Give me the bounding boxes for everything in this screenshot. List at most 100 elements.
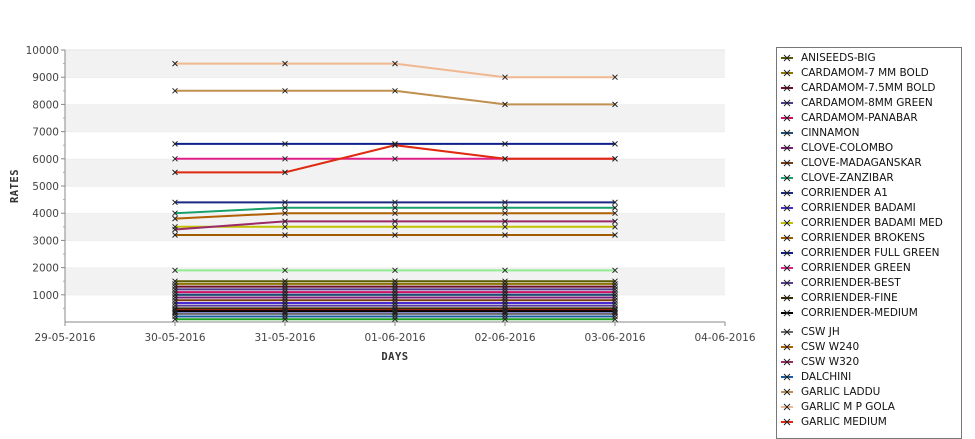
y-tick-label: 7000 xyxy=(32,127,59,139)
x-tick-label: 01-06-2016 xyxy=(364,332,425,344)
legend-item: CORRIENDER BADAMI xyxy=(777,201,961,216)
data-point xyxy=(502,199,508,206)
data-point xyxy=(502,232,508,238)
legend-item: CLOVE-COLOMBO xyxy=(777,141,961,156)
legend-item: CORRIENDER A1 xyxy=(777,186,961,201)
series-points xyxy=(172,60,618,323)
y-tick-label: 10000 xyxy=(26,45,59,57)
data-point xyxy=(502,313,508,320)
line-chart: 1000 2000 3000 4000 5000 6000 7000 8000 9000 1000… xyxy=(9,45,756,363)
legend-marker-icon xyxy=(781,54,793,62)
legend-marker-icon xyxy=(781,84,793,92)
x-axis: 29-05-2016 30-05-2016 31-05-2016 01-06-2016… xyxy=(34,321,756,344)
legend-item: ANISEEDS-BIG xyxy=(777,51,961,66)
data-point xyxy=(612,199,618,206)
data-point xyxy=(612,313,618,320)
grid-band xyxy=(65,186,725,214)
legend-label: CORRIENDER-FINE xyxy=(801,292,898,304)
legend-marker-icon xyxy=(781,418,793,426)
data-point xyxy=(172,199,178,206)
legend-label: CSW W240 xyxy=(801,341,860,353)
data-point xyxy=(282,140,288,147)
legend-item: CORRIENDER-BEST xyxy=(777,276,961,291)
data-point xyxy=(282,60,288,67)
data-point xyxy=(502,101,508,108)
y-tick-label: 4000 xyxy=(32,208,59,220)
data-point xyxy=(612,232,618,238)
legend-label: DALCHINI xyxy=(801,371,852,383)
data-point xyxy=(502,223,508,230)
data-point xyxy=(282,204,288,211)
data-point xyxy=(392,87,398,94)
data-point xyxy=(612,74,618,81)
data-point xyxy=(612,309,618,316)
data-point xyxy=(612,218,618,225)
data-point xyxy=(392,267,398,274)
data-point xyxy=(282,267,288,274)
legend-marker-icon xyxy=(781,403,793,411)
legend-label: CLOVE-ZANZIBAR xyxy=(801,172,894,184)
data-point xyxy=(502,267,508,274)
data-point xyxy=(282,210,288,217)
y-axis-title: RATES xyxy=(9,169,21,203)
legend-item: CARDAMOM-7 MM BOLD xyxy=(777,66,961,81)
x-tick-label: 31-05-2016 xyxy=(254,332,315,344)
legend-label: GARLIC M P GOLA xyxy=(801,401,895,413)
legend-marker-icon xyxy=(781,309,793,317)
legend-item: GARLIC MEDIUM xyxy=(777,415,961,430)
data-point xyxy=(502,210,508,217)
legend-item: CORRIENDER BROKENS xyxy=(777,231,961,246)
grid-band xyxy=(65,240,725,268)
data-point xyxy=(172,87,178,94)
legend-marker-icon xyxy=(781,234,793,242)
legend-label: CORRIENDER FULL GREEN xyxy=(801,247,940,259)
data-point xyxy=(392,210,398,217)
legend-marker-icon xyxy=(781,219,793,227)
data-point xyxy=(502,140,508,147)
legend-label: CSW JH xyxy=(801,326,840,338)
legend-label: CARDAMOM-7 MM BOLD xyxy=(801,67,929,79)
legend-item: CORRIENDER-FINE xyxy=(777,291,961,306)
legend-label: CSW W320 xyxy=(801,356,860,368)
x-tick-label: 03-06-2016 xyxy=(584,332,645,344)
legend-label: CARDAMOM-7.5MM BOLD xyxy=(801,82,936,94)
data-point xyxy=(172,169,178,176)
data-point xyxy=(612,267,618,274)
legend-marker-icon xyxy=(781,129,793,137)
legend-item: CORRIENDER BADAMI MED xyxy=(777,216,961,231)
x-tick-label: 30-05-2016 xyxy=(144,332,205,344)
data-point xyxy=(502,309,508,316)
y-tick-label: 1000 xyxy=(32,290,59,302)
legend-label: CLOVE-COLOMBO xyxy=(801,142,894,154)
legend-marker-icon xyxy=(781,388,793,396)
y-tick-label: 3000 xyxy=(32,235,59,247)
legend-label: CORRIENDER BADAMI MED xyxy=(801,217,943,229)
legend-marker-icon xyxy=(781,294,793,302)
data-point xyxy=(392,313,398,320)
data-point xyxy=(282,223,288,230)
data-point xyxy=(172,309,178,316)
data-point xyxy=(392,155,398,162)
legend-item: CORRIENDER GREEN xyxy=(777,261,961,276)
legend-marker-icon xyxy=(781,358,793,366)
legend-item: CLOVE-ZANZIBAR xyxy=(777,171,961,186)
legend-marker-icon xyxy=(781,174,793,182)
x-tick-label: 02-06-2016 xyxy=(474,332,535,344)
legend-marker-icon xyxy=(781,373,793,381)
legend-item: GARLIC M P GOLA xyxy=(777,400,961,415)
data-point xyxy=(282,309,288,316)
chart-legend: ANISEEDS-BIG CARDAMOM-7 MM BOLD CARDAMOM-7… xyxy=(776,47,962,439)
data-point xyxy=(172,313,178,320)
data-point xyxy=(392,223,398,230)
legend-item: DALCHINI xyxy=(777,370,961,385)
legend-label: GARLIC MEDIUM xyxy=(801,416,887,428)
data-point xyxy=(392,142,398,149)
legend-label: CARDAMOM-8MM GREEN xyxy=(801,97,933,109)
data-point xyxy=(172,267,178,274)
grid-band xyxy=(65,104,725,132)
y-axis: 1000 2000 3000 4000 5000 6000 7000 8000 9000 1000… xyxy=(26,45,66,322)
legend-marker-icon xyxy=(781,189,793,197)
legend-marker-icon xyxy=(781,343,793,351)
legend-item: CARDAMOM-8MM GREEN xyxy=(777,96,961,111)
data-point xyxy=(282,232,288,238)
